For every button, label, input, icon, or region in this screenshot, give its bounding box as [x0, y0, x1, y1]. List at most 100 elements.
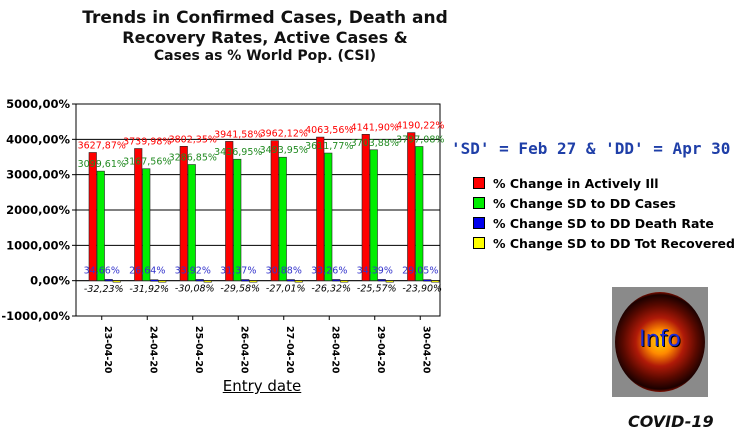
bar	[278, 156, 287, 281]
data-label: 3099,61%	[78, 159, 126, 170]
data-label: 33,92%	[175, 265, 211, 276]
legend-label: % Change in Actively Ill	[493, 175, 659, 191]
data-label: -32,23%	[84, 284, 124, 295]
data-label: -29,58%	[220, 284, 260, 295]
y-tick-label: 4000,00%	[6, 132, 70, 146]
chart-title: Trends in Confirmed Cases, Death and Rec…	[60, 8, 470, 64]
data-label: 3797,08%	[396, 135, 444, 146]
x-tick-label: 23-04-20	[102, 326, 113, 374]
info-logo-text: Info	[639, 327, 681, 352]
data-label: 3802,35%	[169, 134, 217, 145]
bar	[316, 136, 325, 281]
data-label: 3739,98%	[123, 137, 171, 148]
y-tick-label: -1000,00%	[1, 309, 70, 323]
x-tick-label: 28-04-20	[329, 326, 340, 374]
bar	[407, 132, 416, 281]
data-label: -26,32%	[311, 284, 351, 295]
data-label: -31,92%	[129, 284, 169, 295]
bar	[203, 280, 212, 283]
legend-swatch-yellow	[473, 237, 485, 249]
x-tick-label: 30-04-20	[420, 326, 431, 374]
bar	[241, 279, 250, 282]
data-label: 3436,95%	[214, 147, 262, 158]
bar	[96, 170, 105, 281]
bar	[324, 152, 333, 281]
data-label: 3286,85%	[169, 153, 217, 164]
chart-title-line-1: Trends in Confirmed Cases, Death and	[82, 8, 448, 28]
bar	[385, 280, 394, 283]
data-label: 4141,90%	[351, 122, 399, 133]
bar	[332, 279, 341, 282]
chart-title-line-3: Cases as % World Pop. (CSI)	[153, 47, 377, 64]
bar	[377, 279, 386, 282]
legend-item-cases: % Change SD to DD Cases	[473, 193, 735, 213]
data-label: 29,05%	[402, 266, 438, 277]
bar	[195, 279, 204, 282]
data-label: -27,01%	[266, 284, 306, 295]
bar	[225, 141, 234, 281]
y-tick-label: 1000,00%	[6, 238, 70, 252]
data-label: 34,66%	[84, 265, 120, 276]
legend-swatch-blue	[473, 217, 485, 229]
data-label: 26,64%	[129, 266, 165, 277]
legend-item-death-rate: % Change SD to DD Death Rate	[473, 213, 735, 233]
bar	[134, 148, 143, 281]
legend-item-actively-ill: % Change in Actively Ill	[473, 173, 735, 193]
bar	[150, 279, 159, 282]
legend-swatch-red	[473, 177, 485, 189]
bar	[369, 149, 378, 281]
bar	[361, 134, 370, 281]
chart-title-line-2: Recovery Rates, Active Cases &	[122, 28, 408, 48]
data-label: 3493,95%	[260, 145, 308, 156]
bar	[270, 140, 279, 281]
bar	[112, 280, 121, 283]
covid-caption: COVID-19	[628, 412, 714, 431]
bar	[88, 152, 97, 281]
data-label: 31,37%	[220, 266, 256, 277]
legend-label: % Change SD to DD Death Rate	[493, 215, 714, 231]
data-label: 3703,88%	[351, 138, 399, 149]
data-label: 34,39%	[357, 265, 393, 276]
bar	[104, 279, 113, 282]
data-label: 3962,12%	[260, 129, 308, 140]
data-label: -25,57%	[357, 284, 397, 295]
x-tick-label: 24-04-20	[147, 326, 158, 374]
y-tick-label: 2000,00%	[6, 203, 70, 217]
bar	[233, 158, 242, 281]
date-definition-note: 'SD' = Feb 27 & 'DD' = Apr 30	[451, 139, 731, 158]
data-label: 3167,56%	[123, 157, 171, 168]
info-logo: Info	[612, 287, 708, 397]
y-tick-label: 3000,00%	[6, 168, 70, 182]
bar	[340, 280, 349, 283]
data-label: 3611,77%	[305, 141, 353, 152]
bar	[187, 164, 196, 281]
bar	[415, 146, 424, 281]
bar	[431, 280, 440, 283]
x-tick-label: 26-04-20	[238, 326, 249, 374]
y-tick-label: 5000,00%	[6, 97, 70, 111]
legend-swatch-green	[473, 197, 485, 209]
x-tick-label: 25-04-20	[193, 326, 204, 374]
data-label: 33,26%	[311, 265, 347, 276]
legend-label: % Change SD to DD Tot Recovered	[493, 235, 735, 251]
chart-legend: % Change in Actively Ill % Change SD to …	[473, 173, 735, 253]
x-tick-label: 27-04-20	[284, 326, 295, 374]
x-tick-label: 29-04-20	[375, 326, 386, 374]
y-tick-label: 0,00%	[30, 274, 70, 288]
data-label: -23,90%	[402, 284, 442, 295]
bar	[249, 280, 258, 283]
bar	[158, 280, 167, 283]
data-label: 4063,56%	[305, 125, 353, 136]
data-label: 3941,58%	[214, 129, 262, 140]
bar	[294, 280, 303, 283]
bar	[179, 146, 188, 281]
data-label: -30,08%	[175, 284, 215, 295]
bar	[423, 279, 432, 282]
x-axis-label: Entry date	[222, 377, 302, 395]
bar	[286, 279, 295, 282]
virus-image	[615, 292, 705, 392]
legend-label: % Change SD to DD Cases	[493, 195, 676, 211]
data-label: 4190,22%	[396, 121, 444, 132]
data-label: 30,88%	[266, 266, 302, 277]
